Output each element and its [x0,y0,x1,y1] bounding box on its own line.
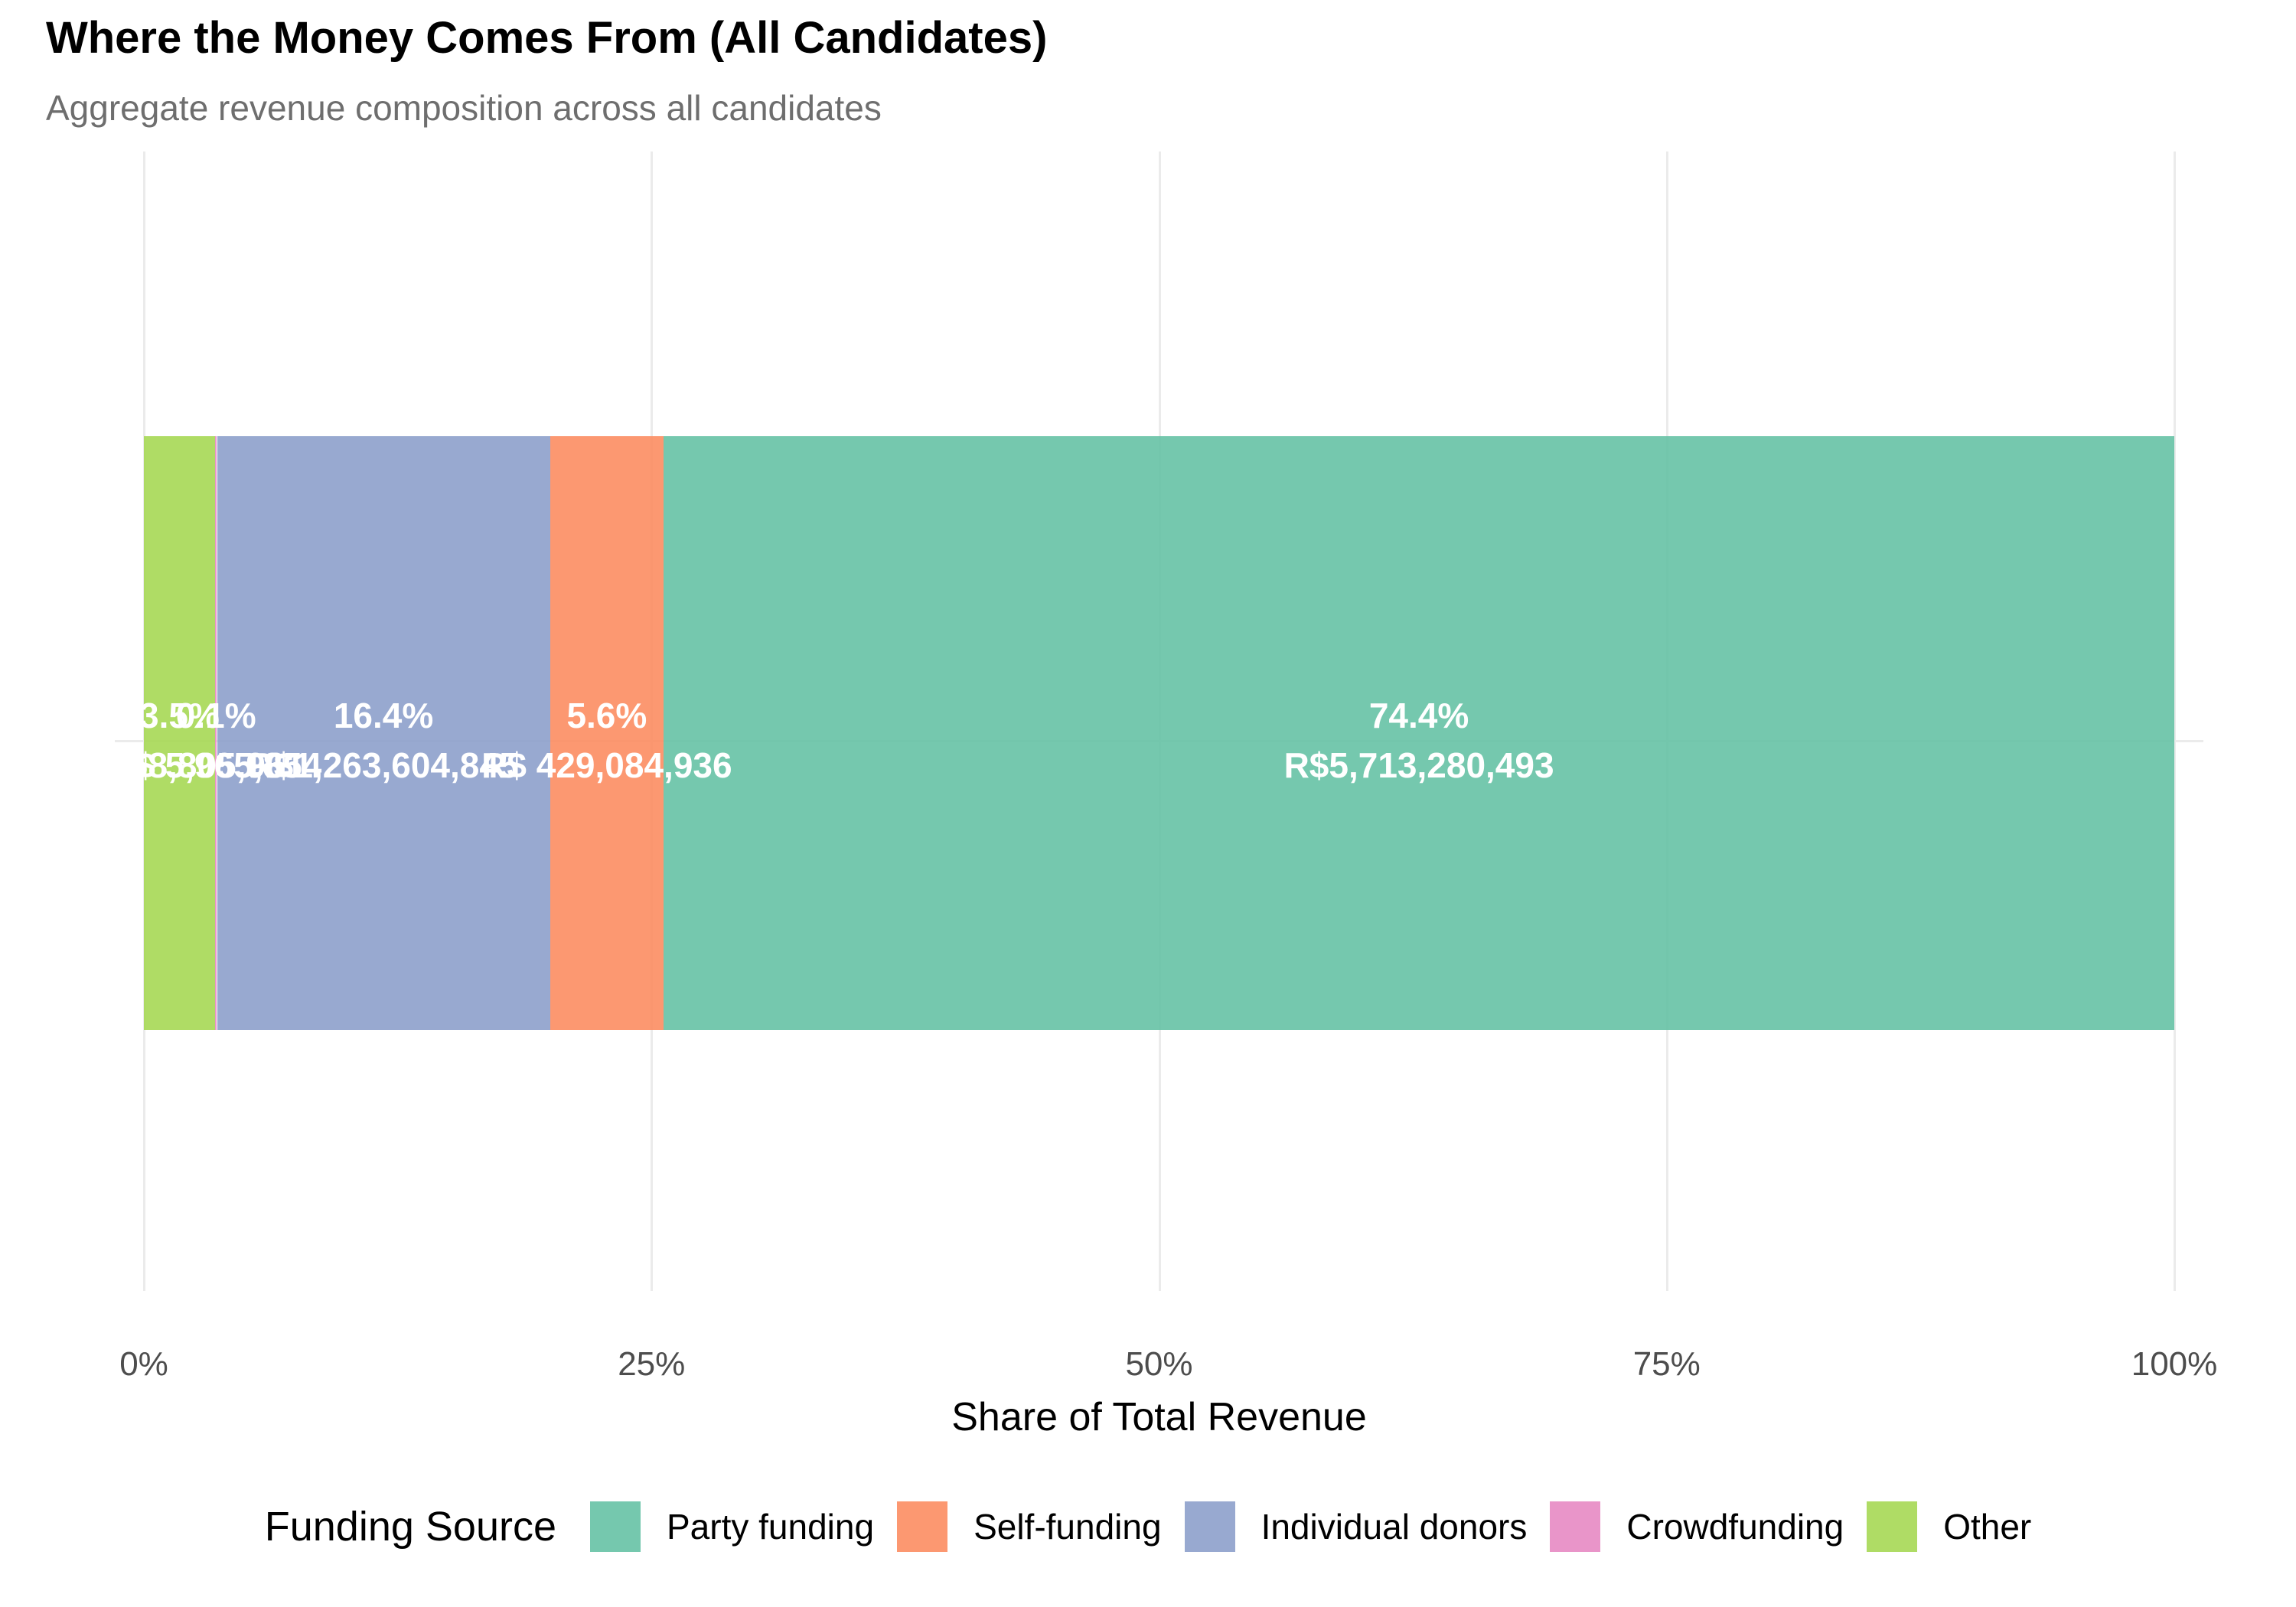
bar-label-amount-individual-donors: R$1,263,604,845 [248,745,519,785]
legend-swatch-crowdfunding [1550,1501,1601,1552]
bar-label-amount-self-funding: R$ 429,084,936 [481,745,732,785]
legend-swatch-other [1867,1501,1918,1552]
legend-item-label-self-funding: Self-funding [974,1507,1162,1547]
legend-item-label-party-funding: Party funding [667,1507,875,1547]
bar-segment-other [144,436,215,1030]
legend-item-label-crowdfunding: Crowdfunding [1626,1507,1844,1547]
legend-item-self-funding: Self-funding [897,1501,1162,1552]
bar-label-percent-individual-donors: 16.4% [333,696,434,735]
bar-label-party-funding: 74.4% R$5,713,280,493 [1284,691,1554,790]
legend-swatch-self-funding [897,1501,948,1552]
x-tick-label-100: 100% [2131,1345,2218,1383]
bar-label-amount-party-funding: R$5,713,280,493 [1283,745,1554,785]
legend-item-crowdfunding: Crowdfunding [1550,1501,1844,1552]
legend-item-label-other: Other [1943,1507,2032,1547]
legend-items: Party funding Self-funding Individual dono… [590,1501,2031,1552]
bar-label-crowdfunding: 0.1% R$ 5,965,854 [115,691,321,790]
chart-subtitle: Aggregate revenue composition across all… [46,88,882,128]
x-axis-title: Share of Total Revenue [951,1395,1367,1439]
bar-segment-party-funding [664,436,2174,1030]
bar-label-percent-other: 3.5% [139,696,220,735]
bar-label-other: 3.5% R$ 268,805,961 [115,691,305,790]
legend-item-other: Other [1867,1501,2031,1552]
bar-label-amount-crowdfunding: R$ 5,965,854 [115,745,322,785]
chart-title: Where the Money Comes From (All Candidat… [46,13,1048,63]
x-tick-label-75: 75% [1632,1345,1701,1383]
x-tick-label-50: 50% [1125,1345,1193,1383]
bar-segment-self-funding [550,436,664,1030]
legend-swatch-individual-donors [1184,1501,1235,1552]
bar-label-amount-other: R$ 268,805,961 [115,745,305,785]
x-tick-label-0: 0% [119,1345,168,1383]
stacked-bar [144,436,2174,1030]
bar-segment-crowdfunding [214,436,217,1030]
legend-item-label-individual-donors: Individual donors [1261,1507,1528,1547]
x-axis-ticks: 0% 25% 50% 75% 100% [115,1345,2217,1391]
legend-swatch-party-funding [590,1501,641,1552]
bar-label-individual-donors: 16.4% R$1,263,604,845 [249,691,519,790]
legend-item-individual-donors: Individual donors [1184,1501,1528,1552]
bar-label-percent-crowdfunding: 0.1% [175,696,256,735]
plot-panel: 3.5% R$ 268,805,961 0.1% R$ 5,965,854 16.4% R… [115,152,2203,1291]
bar-label-percent-self-funding: 5.6% [566,696,647,735]
legend: Funding Source Party funding Self-funding… [0,1501,2296,1552]
gridline-vertical-100 [2174,152,2176,1291]
bar-label-self-funding: 5.6% R$ 429,084,936 [481,691,732,790]
legend-title: Funding Source [264,1504,556,1550]
legend-item-party-funding: Party funding [590,1501,874,1552]
bar-label-percent-party-funding: 74.4% [1368,696,1469,735]
bar-segment-individual-donors [217,436,550,1030]
x-tick-label-25: 25% [618,1345,686,1383]
